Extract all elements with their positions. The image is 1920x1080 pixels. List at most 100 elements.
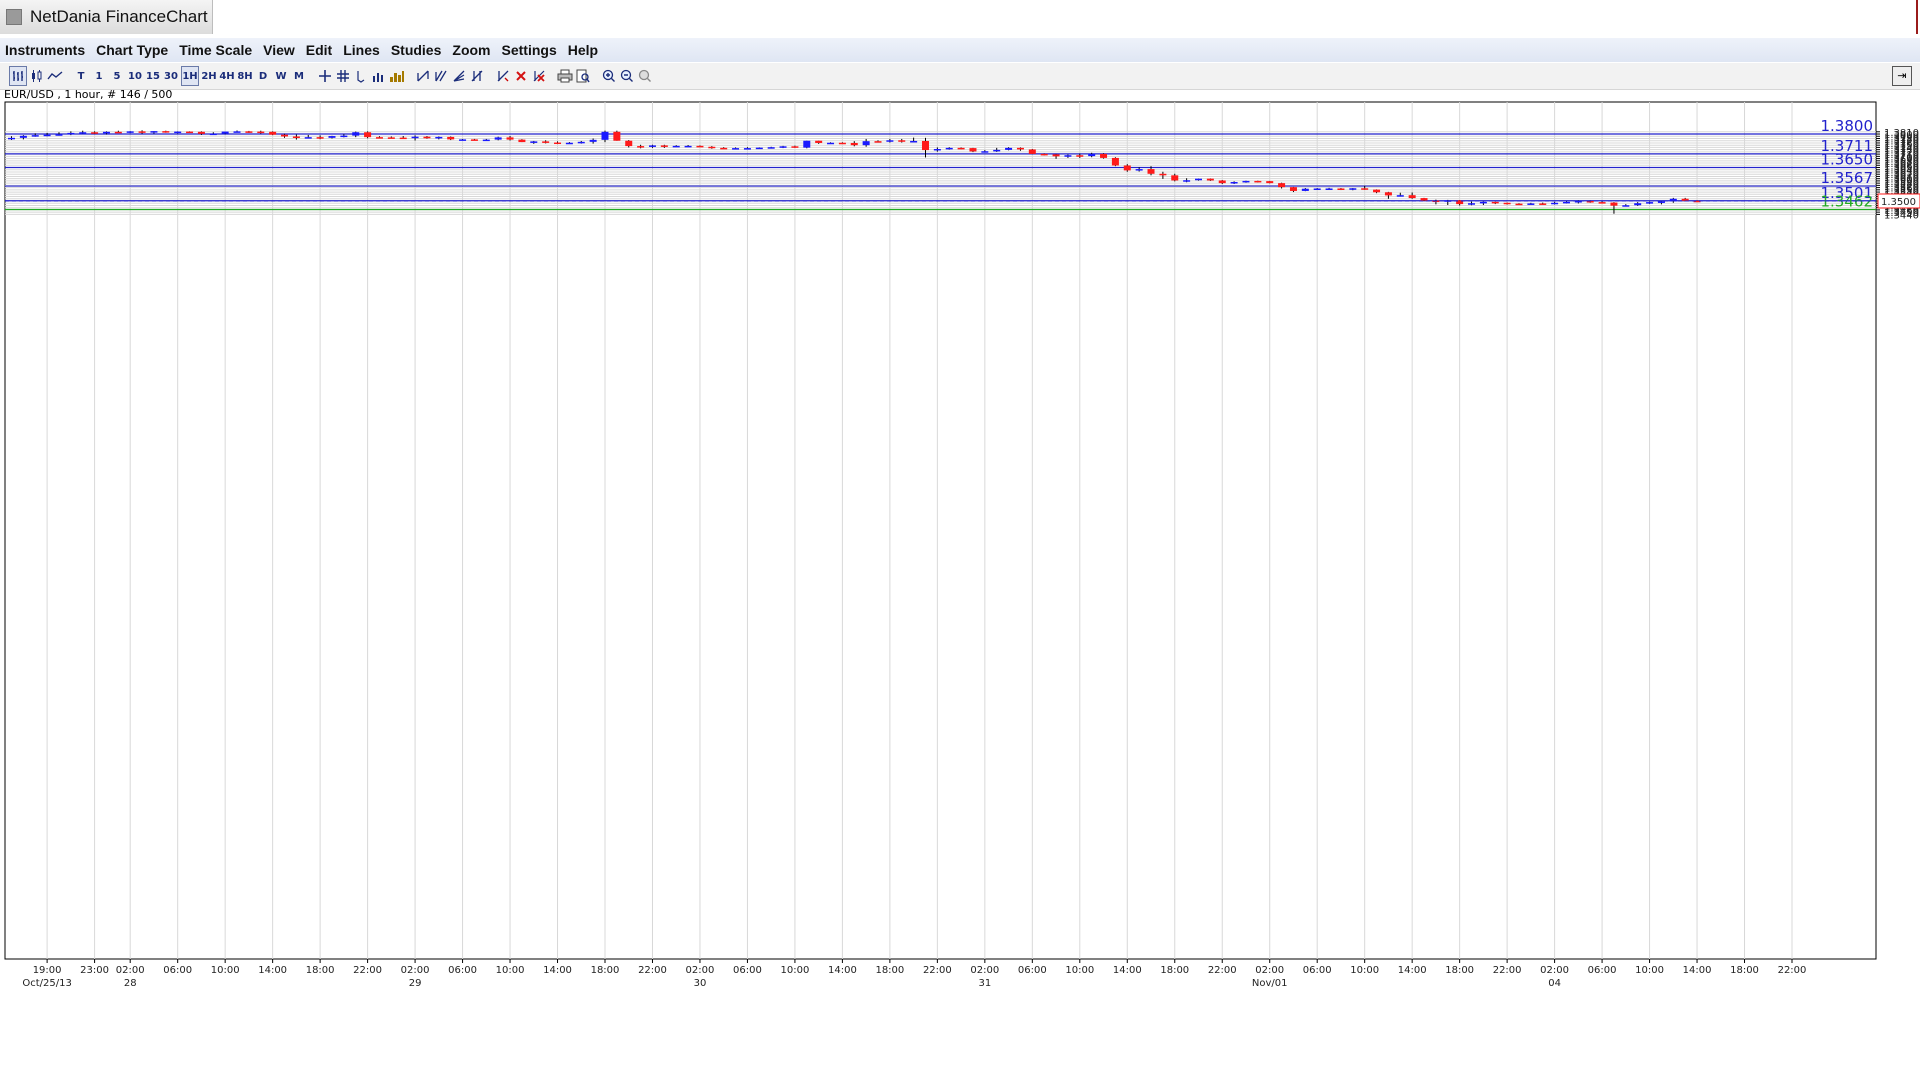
x-date-label: 29 (409, 978, 422, 989)
y-tick-label: 1.3630 (1884, 168, 1919, 179)
candle-body (1598, 202, 1606, 204)
x-tick-label: 02:00 (116, 965, 145, 976)
y-tick-label: 1.3690 (1884, 155, 1919, 166)
menu-zoom[interactable]: Zoom (452, 42, 491, 58)
candle-body (197, 131, 205, 134)
line-chart-icon[interactable] (47, 67, 63, 85)
menu-edit[interactable]: Edit (305, 42, 333, 58)
timescale-8h[interactable]: 8H (237, 70, 253, 82)
candle (31, 133, 39, 137)
candle-chart-icon[interactable] (29, 67, 45, 85)
bar-chart-icon[interactable] (9, 66, 27, 86)
volume-icon[interactable] (371, 67, 387, 85)
x-tick-label: 06:00 (448, 965, 477, 976)
menu-instruments[interactable]: Instruments (5, 42, 86, 58)
timescale-10m[interactable]: 10 (128, 70, 142, 82)
crosshair-icon[interactable] (317, 67, 333, 85)
menu-studies[interactable]: Studies (390, 42, 442, 58)
candle (779, 145, 787, 149)
candle (1206, 178, 1214, 181)
timescale-1m[interactable]: 1 (95, 70, 103, 82)
candle-body (506, 137, 514, 140)
y-tick-label: 1.3590 (1884, 177, 1919, 188)
x-tick-label: 18:00 (1730, 965, 1759, 976)
candle-body (67, 132, 75, 135)
x-tick-label: 02:00 (686, 965, 715, 976)
panel-toggle-button[interactable]: ⇥ (1892, 66, 1912, 86)
candle (1527, 202, 1535, 205)
candle-body (684, 145, 692, 148)
print-icon[interactable] (557, 67, 573, 85)
menu-help[interactable]: Help (567, 42, 599, 58)
y-tick-label: 1.3650 (1884, 164, 1919, 175)
zoom-in-icon[interactable] (601, 67, 617, 85)
draw-trendline-icon[interactable] (415, 67, 431, 85)
candle-body (767, 147, 775, 149)
candle (1159, 171, 1167, 179)
candle-body (375, 137, 383, 139)
menu-time-scale[interactable]: Time Scale (179, 42, 253, 58)
y-tick-label: 1.3610 (1884, 172, 1919, 183)
menu-chart-type[interactable]: Chart Type (96, 42, 169, 58)
candle-body (304, 137, 312, 139)
candle (625, 140, 633, 148)
candle-body (589, 139, 597, 142)
candle (352, 131, 360, 138)
timescale-month[interactable]: M (294, 70, 304, 82)
delete-all-icon[interactable] (531, 67, 547, 85)
timescale-week[interactable]: W (275, 70, 287, 82)
candle-body (126, 131, 134, 133)
menu-view[interactable]: View (263, 42, 295, 58)
candle-body (1076, 155, 1084, 157)
x-tick-label: 14:00 (828, 965, 857, 976)
x-tick-label: 14:00 (543, 965, 572, 976)
candle (233, 130, 241, 133)
x-tick-label: 14:00 (1113, 965, 1142, 976)
candle-body (1681, 198, 1689, 201)
draw-arc-icon[interactable] (469, 67, 485, 85)
timescale-5m[interactable]: 5 (113, 70, 121, 82)
menu-settings[interactable]: Settings (501, 42, 557, 58)
candle (1111, 157, 1119, 167)
candle (803, 140, 811, 149)
candle-body (387, 137, 395, 139)
candle-body (993, 149, 1001, 152)
zoom-out-icon[interactable] (619, 67, 635, 85)
edit-line-icon[interactable] (495, 67, 511, 85)
candle (67, 131, 75, 136)
candle-body (1622, 205, 1630, 207)
y-tick-label: 1.3700 (1884, 152, 1919, 163)
candle-body (1349, 188, 1357, 190)
candle (364, 131, 372, 139)
candle-body (910, 140, 918, 143)
draw-channel-icon[interactable] (433, 67, 449, 85)
candle (1503, 202, 1511, 205)
menu-lines[interactable]: Lines (343, 42, 380, 58)
timescale-tick[interactable]: T (77, 70, 85, 82)
zoom-reset-icon[interactable] (637, 67, 653, 85)
candle-body (530, 141, 538, 143)
grid-icon[interactable] (335, 67, 351, 85)
timescale-1h[interactable]: 1H (181, 66, 199, 86)
delete-line-icon[interactable] (513, 67, 529, 85)
candle-body (1147, 169, 1155, 174)
candle (838, 142, 846, 145)
candle (269, 131, 277, 136)
timescale-15m[interactable]: 15 (146, 70, 160, 82)
print-preview-icon[interactable] (575, 67, 591, 85)
draw-fan-icon[interactable] (451, 67, 467, 85)
candle-body (43, 134, 51, 137)
candle (648, 144, 656, 148)
trend-arrow-icon[interactable] (353, 67, 369, 85)
fibonacci-icon[interactable] (389, 67, 405, 85)
timescale-2h[interactable]: 2H (201, 70, 217, 82)
timescale-day[interactable]: D (258, 70, 268, 82)
candle (340, 134, 348, 138)
plot-frame (4, 101, 1877, 960)
candle-body (827, 142, 835, 145)
timescale-30m[interactable]: 30 (164, 70, 178, 82)
timescale-4h[interactable]: 4H (219, 70, 235, 82)
candle (1456, 200, 1464, 206)
candle (126, 131, 134, 134)
